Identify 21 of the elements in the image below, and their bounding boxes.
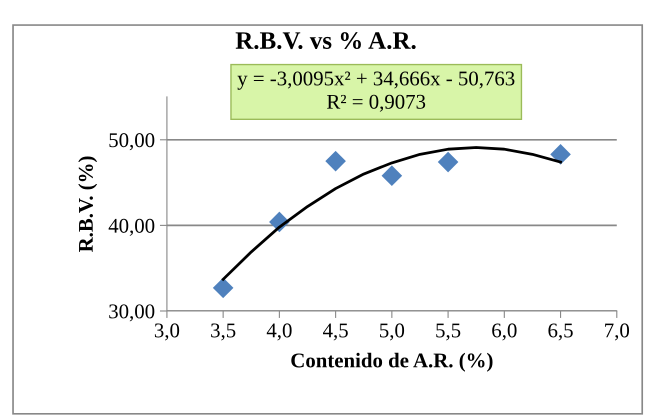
- x-tick-label: 7,0: [605, 323, 630, 340]
- x-tick-label: 5,0: [380, 323, 404, 340]
- x-tick-label: 6,5: [548, 323, 573, 340]
- point: [550, 144, 571, 165]
- y-tick-label: 30,00: [109, 304, 154, 322]
- point: [212, 278, 234, 298]
- y-axis-title: R.B.V. (%): [78, 156, 98, 252]
- y-tick-label: 50,00: [109, 133, 154, 150]
- point: [382, 165, 402, 186]
- annotation: y = -3,0095x² + 34,666x - 50,763 R² = 0,9073: [237, 71, 514, 112]
- x-tick-label: 3,5: [211, 323, 236, 340]
- x-tick-label: 4,0: [266, 323, 292, 340]
- chart-title: R.B.V. vs % A.R.: [236, 32, 416, 50]
- y-tick-label: 40,00: [108, 218, 154, 236]
- x-tick-label: 4,5: [323, 324, 348, 340]
- point: [325, 150, 346, 172]
- x-tick-label: 6,0: [492, 323, 517, 340]
- x-tick-label: 5,5: [436, 324, 460, 340]
- x-axis-title: Contenido de A.R. (%): [291, 352, 493, 372]
- point: [438, 152, 458, 172]
- x-tick-label: 3,0: [154, 323, 180, 340]
